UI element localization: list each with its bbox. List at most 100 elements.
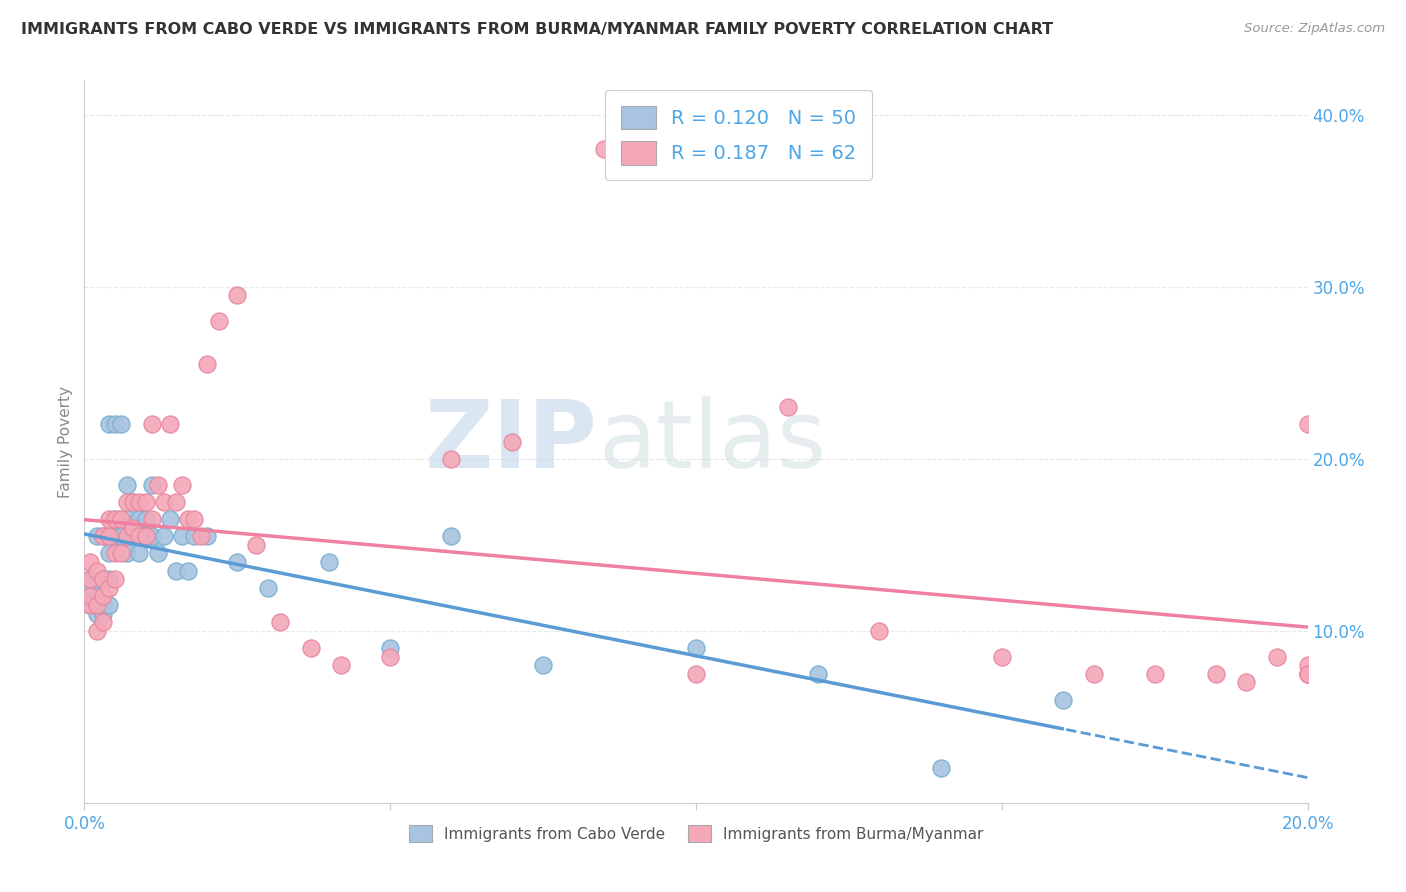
Point [86, 564, 108, 578]
Point [929, 761, 952, 775]
Point [208, 314, 231, 328]
Point [97, 512, 120, 526]
Point [97, 529, 120, 543]
Point [135, 529, 157, 543]
Point [146, 546, 169, 560]
Point [172, 529, 194, 543]
Point [91, 590, 114, 604]
Point [141, 477, 163, 491]
Point [104, 529, 127, 543]
Point [104, 546, 127, 560]
Point [135, 512, 157, 526]
Text: atlas: atlas [598, 395, 827, 488]
Point [91, 615, 114, 630]
Point [1296, 666, 1319, 681]
Point [86, 590, 108, 604]
Point [97, 598, 120, 612]
Point [128, 529, 150, 543]
Point [79, 598, 101, 612]
Point [110, 512, 132, 526]
Point [97, 581, 120, 595]
Point [269, 615, 291, 630]
Point [153, 494, 176, 508]
Point [380, 640, 402, 655]
Text: Source: ZipAtlas.com: Source: ZipAtlas.com [1244, 22, 1385, 36]
Point [141, 529, 163, 543]
Point [190, 529, 212, 543]
Point [79, 590, 101, 604]
Text: ZIP: ZIP [425, 395, 598, 488]
Point [97, 546, 120, 560]
Point [165, 494, 187, 508]
Point [177, 512, 200, 526]
Point [128, 512, 150, 526]
Point [330, 658, 353, 673]
Point [79, 581, 101, 595]
Point [115, 512, 138, 526]
Point [141, 417, 163, 432]
Point [79, 572, 101, 586]
Point [593, 142, 616, 156]
Point [685, 666, 707, 681]
Point [122, 494, 145, 508]
Point [115, 546, 138, 560]
Point [146, 477, 169, 491]
Point [440, 529, 463, 543]
Point [135, 494, 157, 508]
Point [91, 529, 114, 543]
Point [104, 512, 127, 526]
Point [122, 529, 145, 543]
Point [226, 288, 249, 302]
Point [91, 598, 114, 612]
Point [115, 494, 138, 508]
Point [183, 512, 205, 526]
Y-axis label: Family Poverty: Family Poverty [58, 385, 73, 498]
Point [165, 564, 187, 578]
Point [86, 624, 108, 638]
Point [86, 529, 108, 543]
Point [141, 512, 163, 526]
Point [79, 555, 101, 569]
Point [104, 417, 127, 432]
Point [531, 658, 554, 673]
Point [1083, 666, 1105, 681]
Point [299, 640, 322, 655]
Point [1143, 666, 1166, 681]
Legend: Immigrants from Cabo Verde, Immigrants from Burma/Myanmar: Immigrants from Cabo Verde, Immigrants f… [401, 817, 991, 849]
Point [1296, 666, 1319, 681]
Point [86, 598, 108, 612]
Point [110, 546, 132, 560]
Point [776, 400, 799, 414]
Point [380, 649, 402, 664]
Point [153, 529, 176, 543]
Point [177, 564, 200, 578]
Point [257, 581, 280, 595]
Point [991, 649, 1014, 664]
Point [110, 529, 132, 543]
Point [128, 494, 150, 508]
Point [807, 666, 830, 681]
Point [159, 512, 181, 526]
Point [502, 434, 524, 449]
Point [79, 598, 101, 612]
Point [110, 417, 132, 432]
Point [91, 607, 114, 621]
Point [1205, 666, 1227, 681]
Point [115, 477, 138, 491]
Point [1296, 417, 1319, 432]
Point [86, 598, 108, 612]
Point [91, 529, 114, 543]
Point [110, 512, 132, 526]
Point [1236, 675, 1258, 690]
Point [135, 529, 157, 543]
Point [685, 640, 707, 655]
Point [195, 529, 218, 543]
Point [318, 555, 340, 569]
Point [122, 520, 145, 534]
Point [97, 572, 120, 586]
Point [79, 572, 101, 586]
Point [1265, 649, 1288, 664]
Point [97, 417, 120, 432]
Point [122, 494, 145, 508]
Point [1296, 666, 1319, 681]
